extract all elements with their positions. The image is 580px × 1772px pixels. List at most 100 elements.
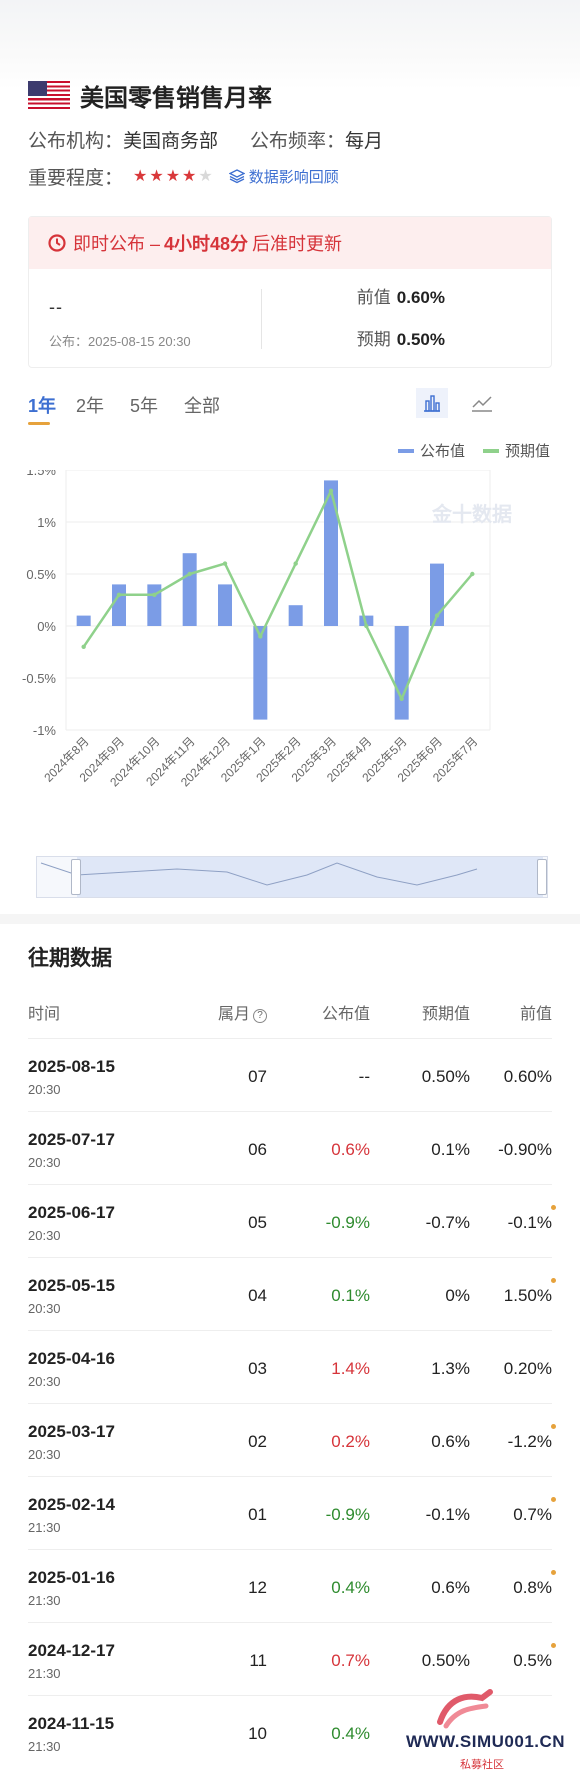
row-month: 01 [248, 1505, 267, 1524]
agency-label: 公布机构： [28, 131, 124, 152]
publish-countdown-banner: 即时公布 – 4小时48分 后准时更新 [29, 217, 551, 269]
forecast-point [258, 634, 263, 639]
table-row[interactable]: 2025-01-16 21:30 12 0.4% 0.6% 0.8% [28, 1549, 556, 1622]
page-title: 美国零售销售月率 [80, 84, 272, 112]
publish-card: 即时公布 – 4小时48分 后准时更新 -- 公布：2025-08-15 20:… [28, 216, 552, 368]
row-previous: -0.1% [507, 1213, 552, 1232]
forecast-point [399, 696, 404, 701]
row-forecast: 0.6% [431, 1432, 470, 1451]
forecast-point [328, 488, 334, 493]
row-actual: 0.6% [331, 1140, 370, 1159]
layers-icon [228, 169, 245, 184]
row-time: 21:30 [28, 1593, 61, 1608]
table-row[interactable]: 2025-06-17 20:30 05 -0.9% -0.7% -0.1% [28, 1184, 556, 1257]
publish-time-value: 2025-08-15 20:30 [88, 334, 191, 349]
row-month: 12 [248, 1578, 267, 1597]
table-row[interactable]: 2025-04-16 20:30 03 1.4% 1.3% 0.20% [28, 1330, 552, 1403]
banner-suffix: 后准时更新 [252, 234, 343, 254]
row-forecast: -0.7% [425, 1213, 470, 1232]
forecast-point [81, 644, 86, 649]
history-table-header: 时间 属月? 公布值 预期值 前值 [28, 1000, 552, 1024]
row-date: 2025-01-16 [28, 1568, 115, 1587]
row-date: 2025-05-15 [28, 1276, 115, 1295]
star-empty-icon: ★ [198, 168, 213, 185]
y-tick-label: 1% [37, 515, 56, 530]
header-month: 属月? [183, 1000, 267, 1024]
row-time: 20:30 [28, 1155, 61, 1170]
row-date: 2025-08-15 [28, 1057, 115, 1076]
site-url: WWW.SIMU001.CN [406, 1732, 566, 1751]
bar [182, 553, 197, 626]
row-month: 10 [248, 1724, 267, 1743]
table-row[interactable]: 2024-12-17 21:30 11 0.7% 0.50% 0.5% [28, 1622, 556, 1695]
row-actual: 0.1% [331, 1286, 370, 1305]
map-background [0, 0, 580, 90]
legend-swatch-forecast [482, 448, 499, 453]
row-forecast: 0.6% [431, 1578, 470, 1597]
row-month: 04 [248, 1286, 267, 1305]
line-chart-view-button[interactable] [466, 388, 498, 418]
help-icon[interactable]: ? [253, 1009, 267, 1023]
row-actual: -- [358, 1067, 370, 1086]
banner-prefix: 即时公布 – [73, 234, 161, 254]
forecast-point [152, 592, 157, 597]
legend-label-actual: 公布值 [419, 443, 465, 460]
data-impact-review-link[interactable]: 数据影响回顾 [228, 166, 339, 187]
y-tick-label: -1% [33, 723, 57, 738]
forecast-point [187, 571, 192, 577]
table-row[interactable]: 2025-08-15 20:30 07 -- 0.50% 0.60% [28, 1038, 552, 1111]
row-date: 2024-12-17 [28, 1641, 115, 1660]
review-link-label: 数据影响回顾 [248, 168, 339, 186]
row-previous: 0.60% [503, 1067, 552, 1086]
table-row[interactable]: 2025-03-17 20:30 02 0.2% 0.6% -1.2% [28, 1403, 556, 1476]
tab-all[interactable]: 全部 [184, 396, 220, 416]
revised-dot-icon [551, 1570, 556, 1575]
row-month: 06 [248, 1140, 267, 1159]
table-row[interactable]: 2025-02-14 21:30 01 -0.9% -0.1% 0.7% [28, 1476, 556, 1549]
active-tab-indicator [28, 422, 50, 425]
row-previous: -1.2% [507, 1432, 552, 1451]
legend-item-actual[interactable]: 公布值 [397, 440, 465, 461]
divider [261, 289, 262, 349]
row-time: 20:30 [28, 1228, 61, 1243]
row-previous: -0.90% [498, 1140, 552, 1159]
retail-sales-chart: 1.5%1%0.5%0%-0.5%-1%2024年8月2024年9月2024年1… [22, 470, 491, 789]
row-forecast: 1.3% [431, 1359, 470, 1378]
row-actual: 0.4% [331, 1724, 370, 1743]
importance-row: 重要程度： ★ ★ ★ ★ ★ 数据影响回顾 [28, 162, 558, 190]
revised-dot-icon [551, 1497, 556, 1502]
tab-1-year[interactable]: 1年 [28, 396, 57, 416]
tab-2-years[interactable]: 2年 [76, 396, 105, 416]
bar [394, 626, 409, 720]
forecast-point [116, 592, 122, 597]
slider-preview-line [40, 862, 478, 886]
table-row[interactable]: 2025-05-15 20:30 04 0.1% 0% 1.50% [28, 1257, 556, 1330]
row-forecast: 0% [445, 1286, 470, 1305]
row-date: 2025-06-17 [28, 1203, 115, 1222]
line-chart-icon [472, 396, 492, 412]
row-date: 2025-03-17 [28, 1422, 115, 1441]
row-time: 20:30 [28, 1301, 61, 1316]
range-slider[interactable] [36, 856, 548, 898]
row-time: 20:30 [28, 1447, 61, 1462]
importance-label: 重要程度： [28, 167, 124, 189]
slider-left-handle[interactable] [71, 859, 81, 895]
revised-dot-icon [551, 1205, 556, 1210]
publish-time-label: 公布： [49, 334, 89, 349]
bar-chart-view-button[interactable] [416, 388, 448, 418]
bar [324, 480, 338, 626]
forecast-point [434, 613, 440, 618]
watermark: 金十数据 [432, 504, 512, 526]
header-time: 时间 [28, 1006, 61, 1023]
tab-5-years[interactable]: 5年 [130, 396, 159, 416]
row-actual: 0.2% [331, 1432, 370, 1451]
star-filled-icon: ★ [133, 168, 148, 185]
row-time: 21:30 [28, 1666, 61, 1681]
table-row[interactable]: 2025-07-17 20:30 06 0.6% 0.1% -0.90% [28, 1111, 552, 1184]
importance-stars: ★ ★ ★ ★ ★ [133, 166, 215, 186]
bar [288, 605, 303, 626]
row-month: 03 [248, 1359, 267, 1378]
slider-right-handle[interactable] [537, 859, 547, 895]
table-row[interactable]: 2024-11-15 21:30 10 0.4% [28, 1695, 552, 1768]
legend-item-forecast[interactable]: 预期值 [482, 440, 550, 461]
